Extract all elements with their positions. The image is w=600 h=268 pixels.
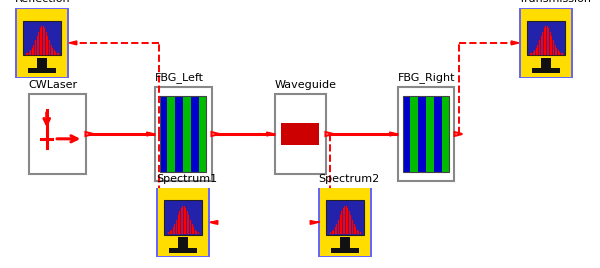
FancyBboxPatch shape bbox=[158, 188, 208, 256]
FancyBboxPatch shape bbox=[155, 87, 212, 181]
Polygon shape bbox=[212, 132, 220, 136]
FancyBboxPatch shape bbox=[521, 9, 571, 77]
FancyBboxPatch shape bbox=[175, 96, 183, 172]
Polygon shape bbox=[511, 41, 519, 45]
FancyBboxPatch shape bbox=[410, 96, 418, 172]
FancyBboxPatch shape bbox=[160, 96, 167, 172]
Polygon shape bbox=[325, 132, 334, 136]
FancyBboxPatch shape bbox=[403, 96, 410, 172]
FancyBboxPatch shape bbox=[281, 123, 319, 145]
FancyBboxPatch shape bbox=[541, 58, 551, 70]
Text: Spectrum1: Spectrum1 bbox=[156, 174, 217, 184]
FancyBboxPatch shape bbox=[28, 69, 56, 73]
FancyBboxPatch shape bbox=[183, 96, 191, 172]
Polygon shape bbox=[455, 132, 462, 136]
FancyBboxPatch shape bbox=[519, 8, 573, 78]
FancyBboxPatch shape bbox=[199, 96, 206, 172]
Polygon shape bbox=[69, 41, 77, 45]
Text: Reflection: Reflection bbox=[15, 0, 71, 4]
FancyBboxPatch shape bbox=[29, 94, 86, 174]
FancyBboxPatch shape bbox=[169, 248, 197, 252]
FancyBboxPatch shape bbox=[426, 96, 434, 172]
FancyBboxPatch shape bbox=[178, 237, 188, 250]
FancyBboxPatch shape bbox=[167, 96, 175, 172]
Polygon shape bbox=[146, 132, 155, 136]
FancyBboxPatch shape bbox=[320, 188, 370, 256]
FancyBboxPatch shape bbox=[398, 87, 455, 181]
FancyBboxPatch shape bbox=[340, 237, 350, 250]
Polygon shape bbox=[210, 221, 218, 224]
FancyBboxPatch shape bbox=[164, 200, 202, 235]
Polygon shape bbox=[86, 132, 94, 136]
FancyBboxPatch shape bbox=[318, 188, 372, 257]
FancyBboxPatch shape bbox=[37, 58, 47, 70]
FancyBboxPatch shape bbox=[23, 21, 61, 55]
Text: CWLaser: CWLaser bbox=[29, 80, 77, 90]
FancyBboxPatch shape bbox=[331, 248, 359, 252]
Text: Waveguide: Waveguide bbox=[275, 80, 337, 90]
FancyBboxPatch shape bbox=[17, 9, 67, 77]
Polygon shape bbox=[266, 132, 275, 136]
FancyBboxPatch shape bbox=[527, 21, 565, 55]
Polygon shape bbox=[310, 221, 318, 224]
FancyBboxPatch shape bbox=[532, 69, 560, 73]
FancyBboxPatch shape bbox=[191, 96, 199, 172]
Polygon shape bbox=[390, 132, 398, 136]
FancyBboxPatch shape bbox=[15, 8, 69, 78]
FancyBboxPatch shape bbox=[418, 96, 426, 172]
Text: Spectrum2: Spectrum2 bbox=[318, 174, 379, 184]
FancyBboxPatch shape bbox=[156, 188, 210, 257]
FancyBboxPatch shape bbox=[442, 96, 449, 172]
Text: FBG_Right: FBG_Right bbox=[398, 72, 455, 83]
Text: FBG_Left: FBG_Left bbox=[155, 72, 203, 83]
Text: Transmission: Transmission bbox=[519, 0, 591, 4]
FancyBboxPatch shape bbox=[275, 94, 325, 174]
FancyBboxPatch shape bbox=[326, 200, 364, 235]
FancyBboxPatch shape bbox=[434, 96, 442, 172]
